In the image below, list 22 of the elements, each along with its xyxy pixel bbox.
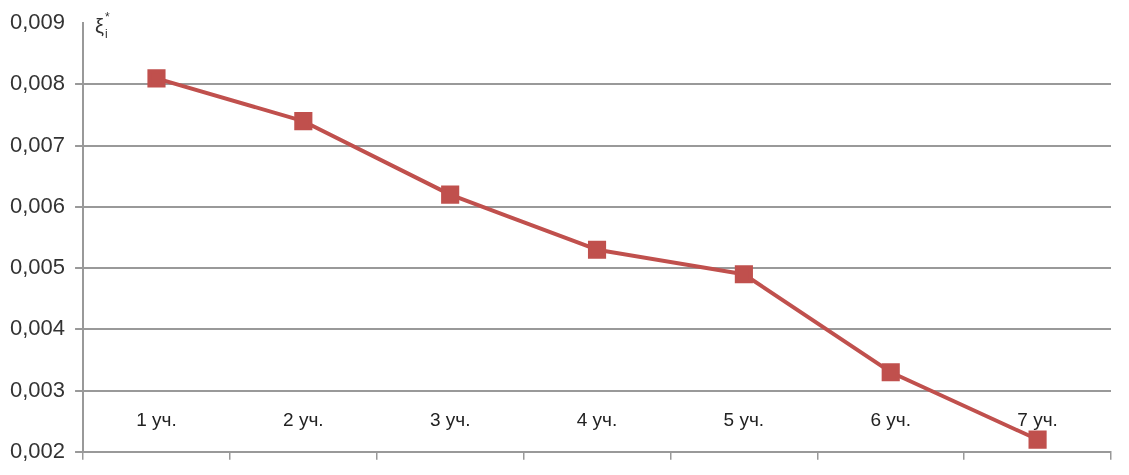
y-tick-label: 0,009 (9, 9, 66, 35)
y-tick-label: 0,002 (9, 437, 66, 463)
x-tick-label: 1 уч. (136, 409, 177, 431)
x-tick-label: 7 уч. (1017, 409, 1058, 431)
y-tick-label: 0,006 (9, 192, 66, 218)
y-tick-label: 0,004 (9, 315, 66, 341)
y-tick-label: 0,003 (9, 376, 66, 402)
point (294, 112, 313, 131)
y-tick-label: 0,008 (9, 70, 66, 96)
y-tick-label: 0,005 (9, 254, 66, 280)
point (441, 185, 460, 204)
point (587, 240, 607, 259)
x-tick-label: 4 уч. (576, 409, 618, 431)
x-tick-label: 2 уч. (283, 409, 324, 431)
y-tick-label: 0,007 (9, 131, 66, 157)
point (881, 363, 900, 382)
point (147, 69, 166, 88)
point (1028, 430, 1047, 449)
x-tick-label: 5 уч. (723, 409, 765, 431)
point (734, 265, 753, 284)
x-tick-label: 6 уч. (870, 409, 911, 431)
x-tick-label: 3 уч. (429, 409, 471, 431)
